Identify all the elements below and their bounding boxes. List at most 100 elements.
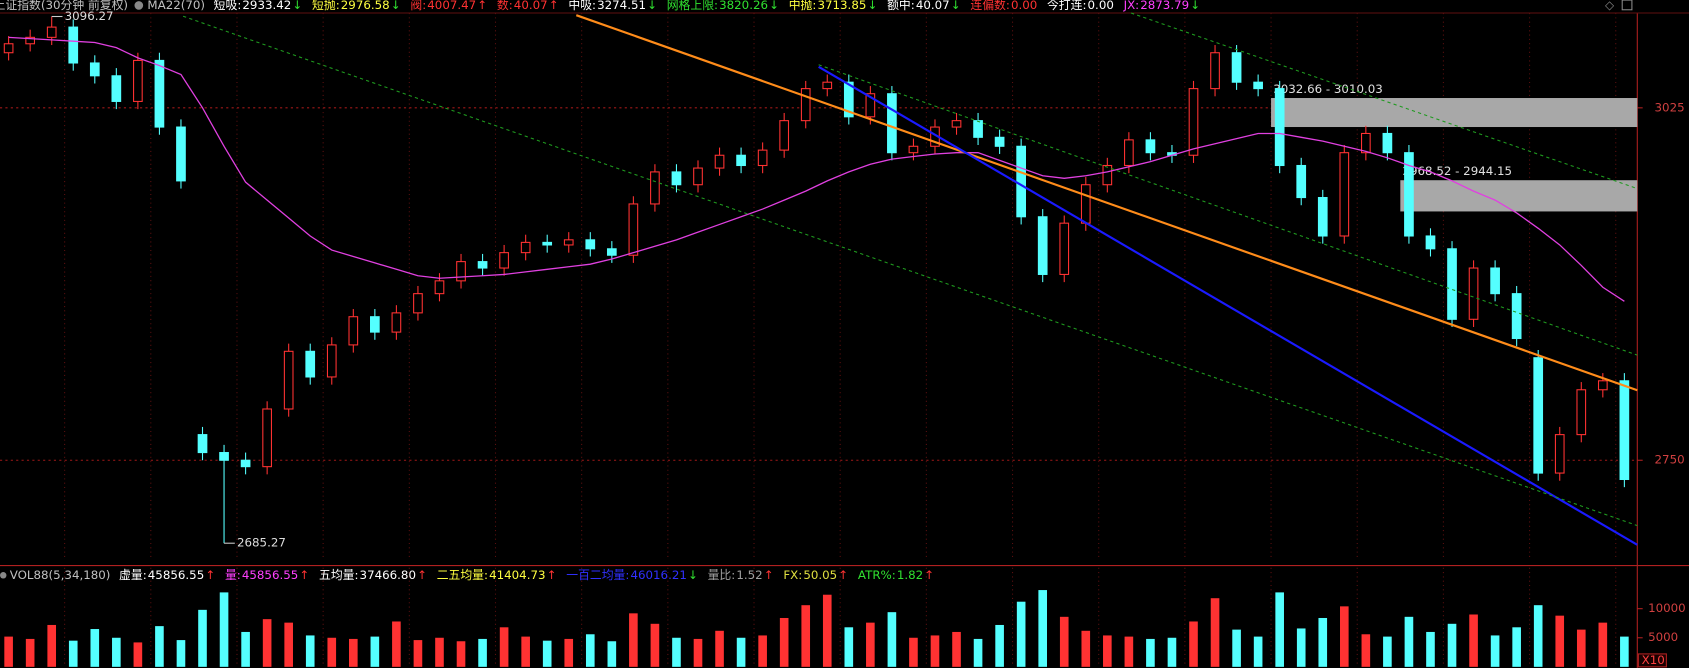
candle-body	[757, 149, 768, 167]
volume-bar	[1124, 636, 1134, 667]
candle-body	[1511, 293, 1522, 340]
volume-bar	[1016, 601, 1026, 667]
volume-bar	[930, 635, 940, 667]
candle-body	[262, 408, 272, 468]
indicator-arrow: ↑	[547, 568, 557, 582]
candle-body	[1124, 139, 1134, 167]
indicator-arrow: ↓	[951, 0, 961, 12]
candle-body	[154, 59, 165, 128]
volume-title: VOL88(5,34,180)	[10, 568, 111, 582]
volume-bar	[521, 636, 530, 667]
candle-body	[240, 459, 251, 468]
chart-title: 上证指数(30分钟 前复权)	[0, 0, 128, 12]
volume-bar	[822, 594, 832, 667]
candle-body	[1576, 389, 1587, 436]
candle-body	[68, 26, 79, 64]
indicator-arrow: ↓	[867, 0, 877, 12]
ma-line	[8, 36, 1625, 302]
candle-body	[887, 93, 897, 154]
volume-bar	[801, 605, 811, 667]
unit-box	[1637, 653, 1667, 668]
volume-bar	[1146, 638, 1155, 667]
candle-body	[843, 81, 854, 118]
indicator-value: 40.07	[916, 0, 950, 12]
toolbar-icon[interactable]	[1621, 0, 1633, 11]
candle-body	[1231, 52, 1242, 83]
volume-bar	[392, 621, 401, 667]
volume-bar	[478, 638, 487, 667]
volume-bar	[1620, 636, 1629, 667]
indicator-value: 1.52	[736, 568, 762, 582]
volume-bar	[1038, 590, 1048, 667]
candle-body	[951, 120, 962, 128]
volume-bar	[305, 635, 315, 667]
volume-bar	[112, 637, 121, 667]
indicator-label: 今打连:	[1047, 0, 1086, 12]
volume-bar	[995, 624, 1004, 667]
volume-bar	[1598, 622, 1608, 667]
volume-bar	[90, 629, 100, 667]
candle-body	[456, 261, 466, 282]
y-tick-label: 2750	[1655, 453, 1685, 467]
volume-bar	[1059, 616, 1069, 667]
volume-bar	[370, 636, 380, 667]
volume-bar	[866, 622, 875, 667]
indicator-value: 2976.58	[341, 0, 390, 12]
candle-body	[693, 167, 703, 186]
candle-body	[1339, 152, 1350, 237]
indicator-arrow: ↓	[391, 0, 401, 12]
candle-body	[326, 344, 337, 378]
volume-bar	[284, 622, 293, 667]
indicator-value: 4007.47	[427, 0, 476, 12]
volume-bar	[564, 638, 574, 667]
volume-bar	[693, 638, 703, 667]
volume-bar	[4, 636, 13, 667]
candle-body	[650, 171, 660, 205]
candle-body	[477, 261, 488, 269]
indicator-label: FX:	[783, 568, 802, 582]
candle-body	[1554, 434, 1565, 474]
price-zone	[1400, 180, 1638, 212]
volume-bar	[1469, 614, 1478, 667]
header: 上证指数(30分钟 前复权) MA22(70) 短吸: 2933.42 ↓ 短抛: 2976…	[0, 0, 1200, 582]
zone-label: 3032.66 - 3010.03	[1273, 82, 1383, 96]
candle-body	[370, 316, 380, 333]
indicator-label: 中抛:	[789, 0, 817, 12]
y-tick-label: 5000	[1648, 630, 1678, 644]
indicator-arrow: ↑	[477, 0, 487, 12]
volume-bar	[1167, 637, 1177, 667]
candle-body	[391, 312, 402, 333]
indicator-value: 45856.55	[242, 568, 298, 582]
indicator-label: 量比:	[708, 568, 736, 582]
volume-bar	[47, 624, 57, 667]
volume-bar	[844, 627, 854, 667]
volume-bar	[435, 637, 444, 667]
toolbar-icon[interactable]: ◇	[1605, 0, 1615, 12]
settings-icon	[0, 572, 7, 579]
max-label: 3096.27	[65, 9, 114, 23]
candle-body	[994, 136, 1005, 147]
indicator-label: 五均量:	[319, 568, 358, 582]
indicator-label: 中吸:	[568, 0, 596, 12]
min-label: 2685.27	[237, 536, 286, 550]
indicator-arrow: ↑	[417, 568, 427, 582]
indicator-value: 3274.51	[597, 0, 646, 12]
volume-bar	[1576, 629, 1586, 667]
candle-body	[563, 239, 574, 246]
candle-body	[283, 350, 294, 410]
indicator-value: 45856.55	[148, 568, 204, 582]
volume-bar	[155, 626, 164, 667]
candle-body	[1382, 132, 1393, 154]
volume-bar	[1232, 629, 1241, 667]
volume-bar	[1189, 621, 1198, 667]
indicator-arrow: ↑	[838, 568, 848, 582]
volume-bar	[327, 637, 337, 667]
volume-bar	[68, 640, 78, 667]
candle-body	[413, 293, 423, 314]
indicator-label: 阀:	[410, 0, 426, 12]
zone-label: 2968.52 - 2944.15	[1402, 164, 1512, 178]
candle-body	[1016, 145, 1027, 218]
volume-bar	[133, 642, 143, 667]
candle-body	[1296, 164, 1307, 199]
